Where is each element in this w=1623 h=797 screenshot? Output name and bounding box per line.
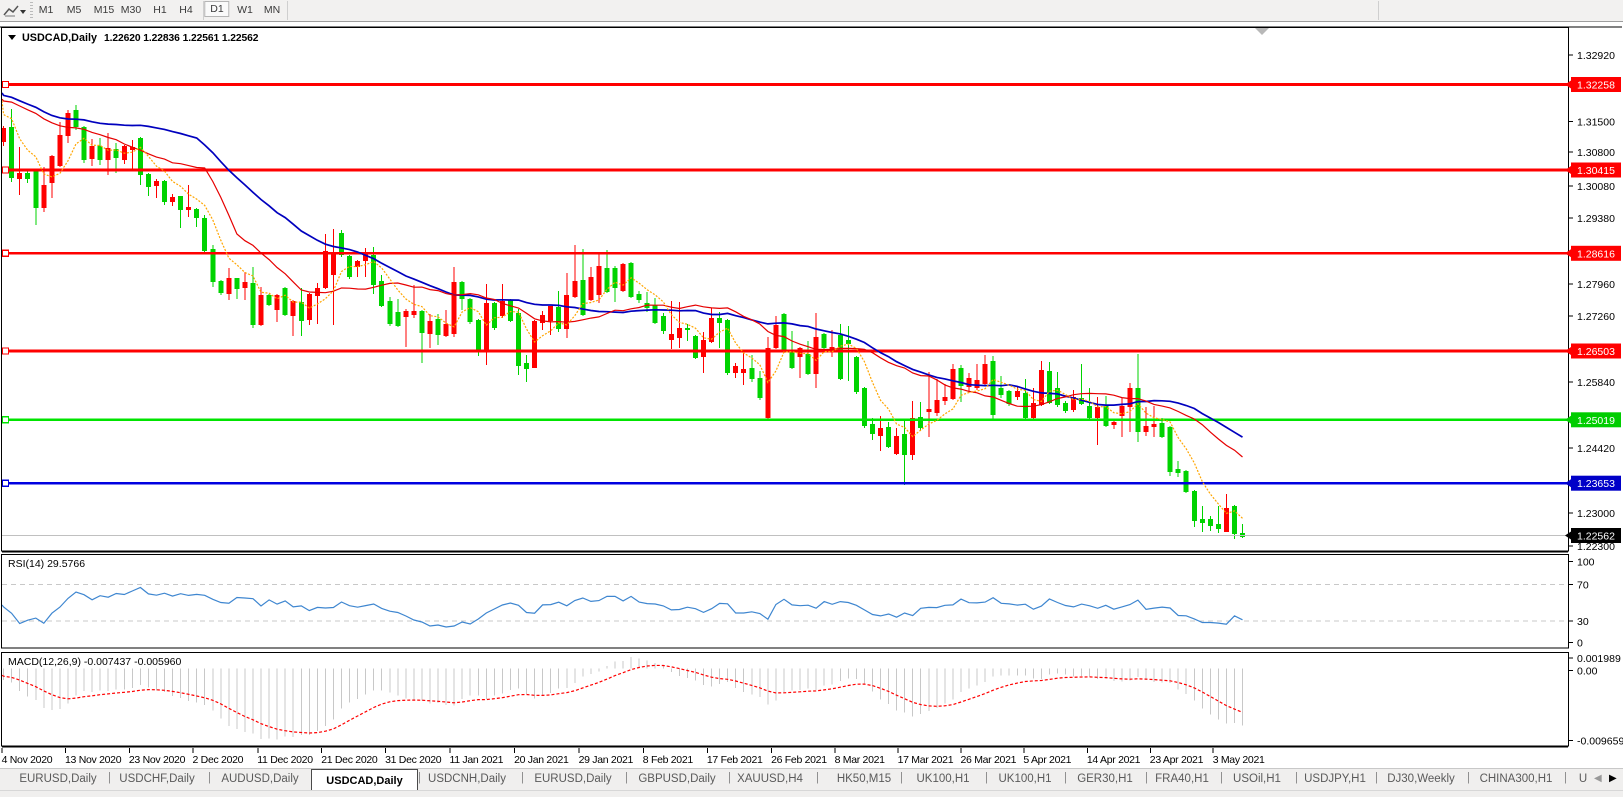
svg-text:26 Feb 2021: 26 Feb 2021 [771, 754, 827, 766]
svg-text:21 Dec 2020: 21 Dec 2020 [321, 754, 378, 766]
svg-text:13 Nov 2020: 13 Nov 2020 [65, 754, 122, 766]
svg-text:1.30415: 1.30415 [1577, 165, 1615, 177]
svg-text:8 Feb 2021: 8 Feb 2021 [643, 754, 694, 766]
svg-text:20 Jan 2021: 20 Jan 2021 [514, 754, 569, 766]
svg-text:70: 70 [1577, 579, 1589, 591]
svg-text:31 Dec 2020: 31 Dec 2020 [385, 754, 442, 766]
svg-text:USDCAD,Daily: USDCAD,Daily [22, 32, 97, 44]
svg-text:23 Apr 2021: 23 Apr 2021 [1150, 754, 1204, 766]
svg-text:23 Nov 2020: 23 Nov 2020 [129, 754, 186, 766]
svg-text:11 Jan 2021: 11 Jan 2021 [450, 754, 504, 766]
svg-text:1.23653: 1.23653 [1577, 478, 1615, 490]
svg-text:1.32258: 1.32258 [1577, 80, 1615, 92]
svg-text:2 Dec 2020: 2 Dec 2020 [193, 754, 244, 766]
svg-text:17 Mar 2021: 17 Mar 2021 [898, 754, 954, 766]
svg-text:1.26503: 1.26503 [1577, 346, 1615, 358]
svg-text:0.001989: 0.001989 [1577, 653, 1621, 665]
svg-text:1.28616: 1.28616 [1577, 248, 1615, 260]
svg-text:MACD(12,26,9) -0.007437 -0.005: MACD(12,26,9) -0.007437 -0.005960 [8, 656, 182, 668]
svg-text:29 Jan 2021: 29 Jan 2021 [579, 754, 634, 766]
svg-text:1.29380: 1.29380 [1577, 213, 1615, 225]
svg-text:RSI(14) 29.5766: RSI(14) 29.5766 [8, 558, 85, 570]
svg-text:4 Nov 2020: 4 Nov 2020 [2, 754, 53, 766]
svg-text:1.27960: 1.27960 [1577, 279, 1615, 291]
svg-text:1.30080: 1.30080 [1577, 181, 1615, 193]
svg-text:5 Apr 2021: 5 Apr 2021 [1023, 754, 1071, 766]
svg-text:1.25840: 1.25840 [1577, 377, 1615, 389]
svg-text:1.22562: 1.22562 [1577, 531, 1615, 543]
svg-text:17 Feb 2021: 17 Feb 2021 [707, 754, 763, 766]
svg-text:1.32920: 1.32920 [1577, 50, 1615, 62]
svg-text:100: 100 [1577, 556, 1595, 568]
svg-text:1.31500: 1.31500 [1577, 117, 1615, 129]
svg-text:1.25019: 1.25019 [1577, 415, 1615, 427]
svg-text:0.00: 0.00 [1577, 666, 1598, 678]
svg-text:3 May 2021: 3 May 2021 [1213, 754, 1265, 766]
svg-text:0: 0 [1577, 637, 1583, 649]
svg-text:8 Mar 2021: 8 Mar 2021 [835, 754, 886, 766]
svg-text:1.22620 1.22836 1.22561 1.2256: 1.22620 1.22836 1.22561 1.22562 [104, 33, 259, 44]
svg-text:1.23000: 1.23000 [1577, 508, 1615, 520]
svg-text:11 Dec 2020: 11 Dec 2020 [257, 754, 313, 766]
svg-text:26 Mar 2021: 26 Mar 2021 [961, 754, 1017, 766]
svg-text:14 Apr 2021: 14 Apr 2021 [1087, 754, 1141, 766]
svg-text:1.24420: 1.24420 [1577, 443, 1615, 455]
svg-text:1.30800: 1.30800 [1577, 147, 1615, 159]
svg-text:30: 30 [1577, 616, 1589, 628]
svg-text:1.27260: 1.27260 [1577, 311, 1615, 323]
svg-text:-0.009659: -0.009659 [1577, 735, 1623, 747]
svg-text:1.22300: 1.22300 [1577, 541, 1615, 553]
